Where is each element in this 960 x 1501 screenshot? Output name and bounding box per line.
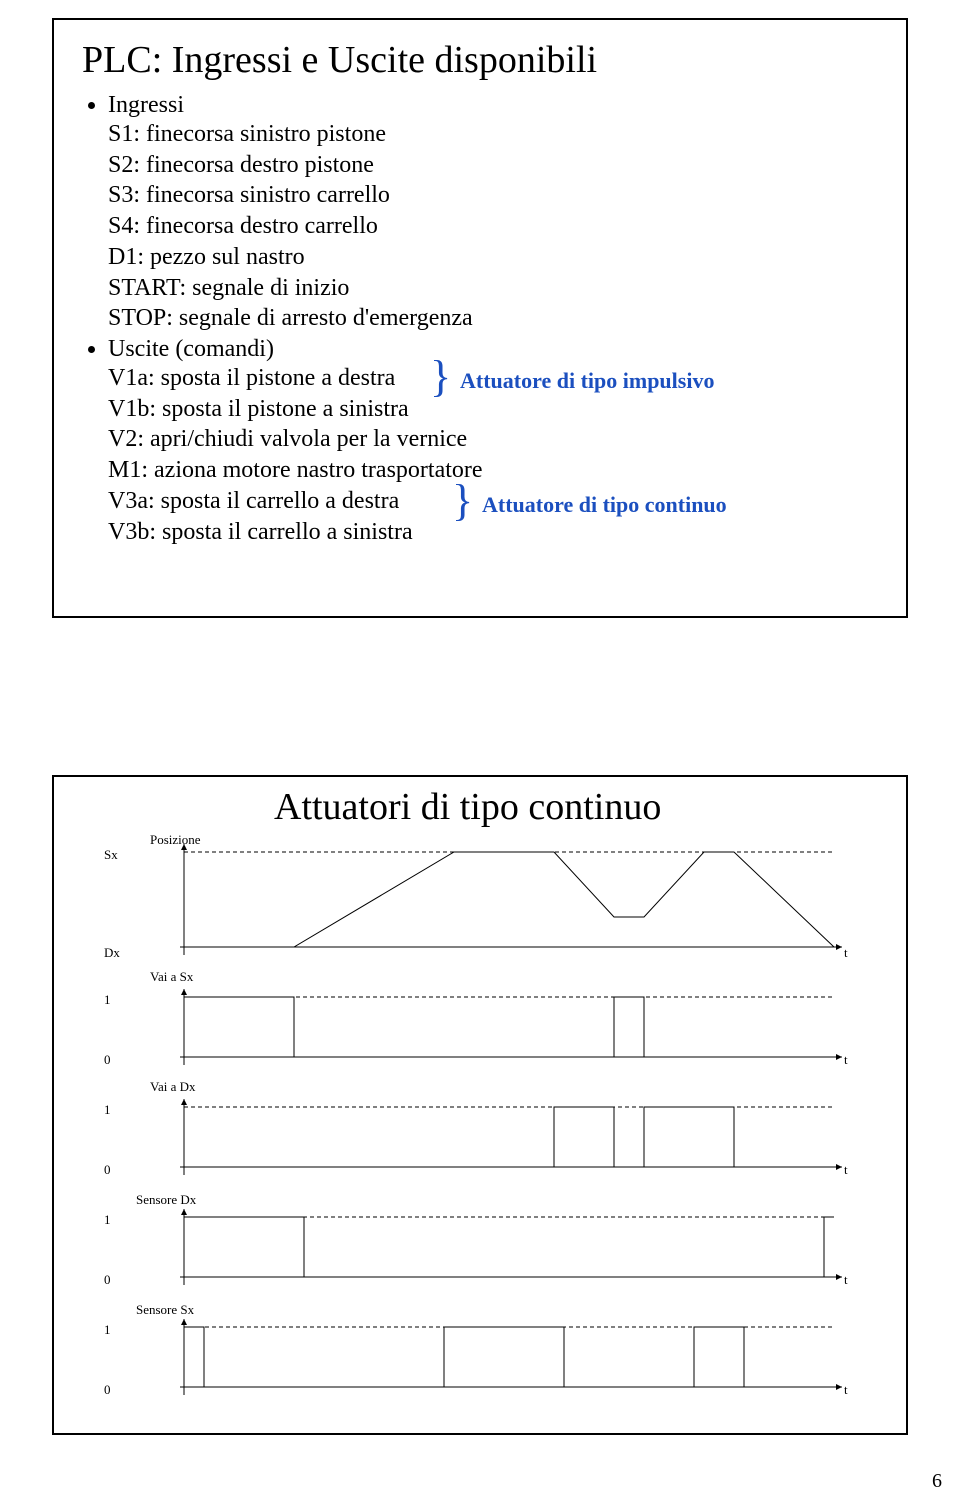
lbl-sens-sx: Sensore Sx <box>136 1302 194 1318</box>
lbl-1c: 1 <box>104 1212 111 1228</box>
lbl-0c: 0 <box>104 1272 111 1288</box>
lbl-t1: t <box>844 945 848 961</box>
lbl-0b: 0 <box>104 1162 111 1178</box>
lbl-vai-sx: Vai a Sx <box>150 969 193 985</box>
lbl-1b: 1 <box>104 1102 111 1118</box>
line-stop: STOP: segnale di arresto d'emergenza <box>108 303 878 334</box>
bullet1-label: Ingressi <box>108 92 184 118</box>
annot-impulsivo: Attuatore di tipo impulsivo <box>460 367 714 395</box>
lbl-t4: t <box>844 1272 848 1288</box>
line-m1: M1: aziona motore nastro trasportatore <box>108 455 878 486</box>
line-v2: V2: apri/chiudi valvola per la vernice <box>108 424 878 455</box>
lbl-t5: t <box>844 1382 848 1398</box>
timing-diagram <box>54 777 910 1437</box>
line-v3b: V3b: sposta il carrello a sinistra <box>108 517 878 548</box>
lbl-dx: Dx <box>104 945 120 961</box>
lbl-0d: 0 <box>104 1382 111 1398</box>
lbl-sens-dx: Sensore Dx <box>136 1192 196 1208</box>
lbl-t3: t <box>844 1162 848 1178</box>
bullet-ingressi: Ingressi S1: finecorsa sinistro pistone … <box>108 92 878 334</box>
brace-icon-2: } <box>452 479 473 523</box>
lbl-posizione: Posizione <box>150 832 201 848</box>
slide-2: Attuatori di tipo continuo Posizione Sx … <box>52 775 908 1435</box>
lbl-1a: 1 <box>104 992 111 1008</box>
lbl-t2: t <box>844 1052 848 1068</box>
line-s1: S1: finecorsa sinistro pistone <box>108 119 878 150</box>
line-v1b: V1b: sposta il pistone a sinistra <box>108 394 878 425</box>
line-d1: D1: pezzo sul nastro <box>108 242 878 273</box>
bullet-uscite: Uscite (comandi) V1a: sposta il pistone … <box>108 336 878 547</box>
brace-icon-1: } <box>430 355 451 399</box>
bullet2-label: Uscite (comandi) <box>108 336 274 362</box>
lbl-0a: 0 <box>104 1052 111 1068</box>
slide-1: PLC: Ingressi e Uscite disponibili Ingre… <box>52 18 908 618</box>
page-number: 6 <box>932 1470 942 1493</box>
annot-continuo: Attuatore di tipo continuo <box>482 491 727 519</box>
line-start: START: segnale di inizio <box>108 273 878 304</box>
lbl-1d: 1 <box>104 1322 111 1338</box>
lbl-sx: Sx <box>104 847 118 863</box>
line-s3: S3: finecorsa sinistro carrello <box>108 180 878 211</box>
lbl-vai-dx: Vai a Dx <box>150 1079 196 1095</box>
line-s4: S4: finecorsa destro carrello <box>108 211 878 242</box>
slide1-title: PLC: Ingressi e Uscite disponibili <box>82 38 878 82</box>
line-s2: S2: finecorsa destro pistone <box>108 150 878 181</box>
